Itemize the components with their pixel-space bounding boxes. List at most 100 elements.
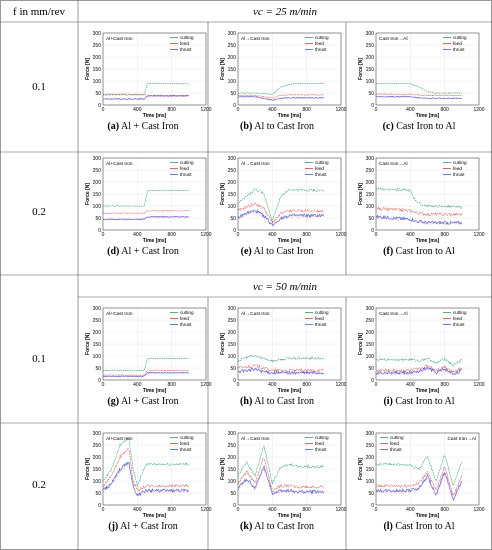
- ytick-label: 100: [366, 79, 375, 85]
- ytick-label: 0: [98, 503, 101, 509]
- ytick-label: 100: [93, 354, 102, 360]
- row-label-4: 0.2: [32, 479, 46, 491]
- legend-label-feed: feed: [315, 441, 324, 446]
- x-axis-label: Time [ms]: [143, 113, 167, 119]
- ytick-label: 50: [368, 91, 374, 97]
- series-thrust-line: [375, 214, 463, 226]
- ytick-label: 0: [98, 103, 101, 109]
- series-texture-line: [102, 462, 189, 497]
- legend-label-thrust: thrust: [453, 47, 465, 52]
- series-cutting-line: [237, 354, 325, 363]
- legend-label-feed: feed: [390, 441, 399, 446]
- ytick-label: 300: [93, 156, 102, 162]
- xtick-label: 0: [237, 382, 240, 388]
- ytick-label: 0: [233, 103, 236, 109]
- chart-b: 0 50 100 150 200 250 300 0 400 800 1200 Time [ms] Fo…: [220, 31, 347, 132]
- chart-l: 0 50 100 150 200 250 300 0 400 800 1200 Time [ms] Fo…: [358, 431, 485, 532]
- plot-frame: [237, 32, 342, 106]
- caption-text: Al + Cast Iron: [119, 121, 179, 132]
- legend-label-thrust: thrust: [180, 47, 192, 52]
- caption-text: Al to Cast Iron: [252, 121, 314, 132]
- xtick-label: 800: [167, 107, 176, 113]
- ytick-label: 100: [93, 79, 102, 85]
- caption-letter: (d): [107, 246, 119, 257]
- ytick-label: 150: [93, 467, 102, 473]
- ytick-label: 0: [98, 228, 101, 234]
- y-axis-label: Force [N]: [358, 333, 364, 355]
- caption-f: (f) Cast Iron to Al: [383, 246, 455, 257]
- caption-i: (i) Cast Iron to Al: [383, 396, 454, 407]
- y-axis-label: Force [N]: [220, 58, 226, 80]
- ytick-label: 50: [368, 216, 374, 222]
- xtick-label: 400: [268, 107, 277, 113]
- series-feed-line: [102, 369, 189, 376]
- xtick-label: 1200: [335, 232, 346, 238]
- caption-letter: (g): [107, 396, 119, 407]
- ytick-label: 0: [371, 228, 374, 234]
- ytick-label: 150: [228, 467, 237, 473]
- chart-e: 0 50 100 150 200 250 300 0 400 800 1200 Time [ms] Fo…: [220, 156, 347, 257]
- plot-frame: [375, 32, 480, 106]
- xtick-label: 400: [133, 232, 142, 238]
- xtick-label: 800: [302, 382, 311, 388]
- caption-l: (l) Cast Iron to Al: [383, 521, 454, 532]
- xtick-label: 0: [102, 232, 105, 238]
- chart-h: 0 50 100 150 200 250 300 0 400 800 1200 Time [ms] Fo…: [220, 306, 347, 407]
- legend-label-thrust: thrust: [390, 447, 402, 452]
- series-thrust-line: [237, 367, 324, 376]
- ytick-label: 150: [366, 342, 375, 348]
- x-axis-label: Time [ms]: [416, 238, 440, 244]
- inset-label: Cast Iron→Al: [379, 311, 408, 317]
- legend-label-cutting: cutting: [453, 310, 467, 315]
- legend-label-cutting: cutting: [315, 160, 329, 165]
- y-axis-label: Force [N]: [85, 58, 91, 80]
- x-axis-label: Time [ms]: [278, 513, 302, 519]
- ytick-label: 250: [228, 443, 237, 449]
- x-axis-label: Time [ms]: [143, 238, 167, 244]
- ytick-label: 50: [230, 366, 236, 372]
- ytick-label: 50: [230, 216, 236, 222]
- ytick-label: 0: [98, 378, 101, 384]
- y-axis-label: Force [N]: [85, 458, 91, 480]
- series-cutting-line: [102, 357, 189, 372]
- ytick-label: 250: [366, 318, 375, 324]
- caption-j: (j) Al + Cast Iron: [108, 521, 178, 532]
- plot-frame: [102, 432, 207, 506]
- inset-label: Al→Cast Iron: [241, 436, 270, 442]
- series-texture-line: [237, 468, 324, 495]
- xtick-label: 0: [375, 507, 378, 513]
- x-axis-label: Time [ms]: [278, 113, 302, 119]
- series-texture-line: [375, 216, 462, 225]
- ytick-label: 200: [93, 330, 102, 336]
- row-label-1: 0.1: [32, 81, 46, 93]
- series-feed-line: [102, 447, 190, 492]
- ytick-label: 300: [228, 306, 237, 312]
- legend-label-feed: feed: [180, 41, 189, 46]
- series-thrust-line: [102, 94, 189, 100]
- ytick-label: 250: [228, 168, 237, 174]
- xtick-label: 1200: [473, 507, 484, 513]
- legend-label-cutting: cutting: [453, 35, 467, 40]
- caption-letter: (c): [383, 121, 394, 132]
- plot-frame: [102, 32, 207, 106]
- ytick-label: 50: [95, 216, 101, 222]
- ytick-label: 300: [366, 431, 375, 437]
- ytick-label: 50: [368, 491, 374, 497]
- y-axis-label: Force [N]: [220, 183, 226, 205]
- caption-letter: (i): [383, 396, 392, 407]
- series-thrust-line: [375, 95, 462, 100]
- ytick-label: 50: [368, 366, 374, 372]
- ytick-label: 200: [366, 330, 375, 336]
- xtick-label: 1200: [335, 382, 346, 388]
- series-texture-line: [237, 96, 324, 101]
- legend-label-cutting: cutting: [180, 35, 194, 40]
- xtick-label: 400: [133, 507, 142, 513]
- series-cutting-line: [375, 356, 462, 367]
- ytick-label: 200: [228, 455, 237, 461]
